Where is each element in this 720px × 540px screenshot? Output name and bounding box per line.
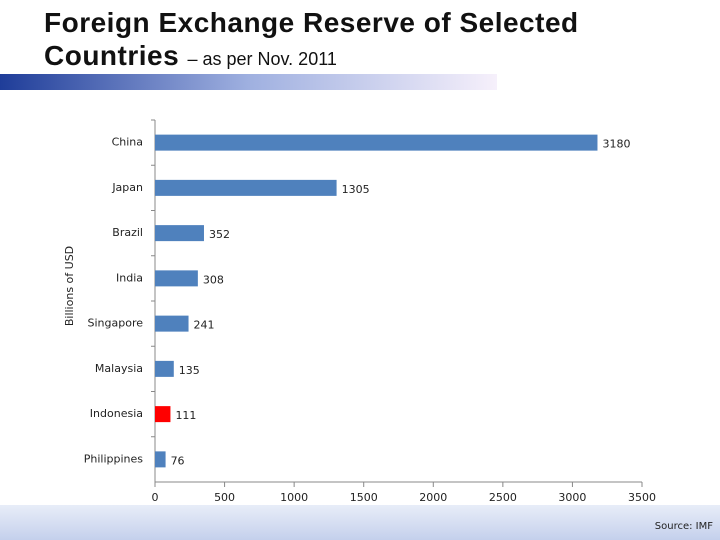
title-text: Foreign Exchange Reserve of Selected Cou… (44, 7, 579, 71)
data-label: 1305 (342, 183, 370, 196)
y-tick-label: India (116, 271, 143, 284)
data-label: 76 (171, 454, 185, 467)
bar (155, 270, 198, 287)
data-label: 352 (209, 228, 230, 241)
footer-band (0, 505, 720, 540)
bar (155, 179, 337, 196)
data-label: 241 (194, 319, 215, 332)
bar (155, 406, 171, 423)
x-tick-label: 3000 (558, 491, 586, 504)
y-tick-label: Singapore (88, 317, 144, 330)
x-tick-label: 1000 (280, 491, 308, 504)
bar (155, 225, 204, 242)
bar (155, 134, 598, 151)
y-tick-label: Japan (111, 181, 143, 194)
y-tick-label: Indonesia (90, 407, 143, 420)
y-tick-label: Philippines (84, 452, 144, 465)
x-tick-label: 2000 (419, 491, 447, 504)
y-tick-label: Malaysia (95, 362, 143, 375)
title-band (0, 74, 497, 90)
bar (155, 360, 174, 377)
bar (155, 315, 189, 332)
x-tick-label: 500 (214, 491, 235, 504)
x-tick-label: 3500 (628, 491, 656, 504)
bar (155, 451, 166, 468)
subtitle: – as per Nov. 2011 (187, 49, 337, 69)
y-tick-label: Brazil (112, 226, 143, 239)
data-label: 111 (175, 409, 196, 422)
x-tick-label: 2500 (489, 491, 517, 504)
y-tick-label: China (112, 136, 143, 149)
data-label: 308 (203, 273, 224, 286)
x-tick-label: 1500 (350, 491, 378, 504)
source: Source: IMF (655, 521, 713, 532)
x-tick-label: 0 (152, 491, 159, 504)
data-label: 135 (179, 364, 200, 377)
title: Foreign Exchange Reserve of Selected Cou… (44, 6, 664, 76)
y-axis-label: Billions of USD (63, 246, 76, 326)
data-label: 3180 (602, 138, 630, 151)
